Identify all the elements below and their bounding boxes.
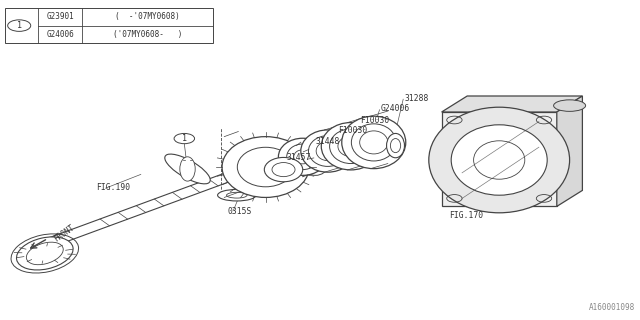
- Ellipse shape: [301, 130, 355, 172]
- Ellipse shape: [264, 157, 303, 182]
- Text: 1: 1: [182, 134, 187, 143]
- Ellipse shape: [17, 237, 73, 270]
- Text: FIG.190: FIG.190: [96, 183, 130, 192]
- Ellipse shape: [321, 123, 380, 170]
- Text: G23901: G23901: [46, 12, 74, 21]
- Ellipse shape: [218, 189, 256, 201]
- Ellipse shape: [222, 137, 309, 197]
- Text: 31288: 31288: [404, 94, 429, 103]
- Text: FRONT: FRONT: [52, 223, 77, 244]
- Text: 1: 1: [17, 21, 22, 30]
- Polygon shape: [442, 112, 557, 206]
- Ellipse shape: [180, 157, 195, 181]
- Text: A160001098: A160001098: [589, 303, 635, 312]
- Ellipse shape: [387, 133, 404, 158]
- Text: G24006: G24006: [381, 104, 410, 113]
- Circle shape: [8, 20, 31, 31]
- Ellipse shape: [278, 138, 327, 175]
- Polygon shape: [557, 96, 582, 206]
- Text: G24006: G24006: [46, 30, 74, 39]
- Text: 31448: 31448: [316, 137, 340, 146]
- Polygon shape: [442, 96, 582, 112]
- Text: FIG.170: FIG.170: [449, 212, 483, 220]
- Text: F10030: F10030: [338, 126, 367, 135]
- Ellipse shape: [451, 125, 547, 195]
- Text: F10030: F10030: [360, 116, 389, 124]
- Ellipse shape: [429, 107, 570, 213]
- Text: 0315S: 0315S: [227, 207, 252, 216]
- Ellipse shape: [304, 157, 327, 175]
- Text: (  -'07MY0608): ( -'07MY0608): [115, 12, 180, 21]
- Text: ('07MY0608-   ): ('07MY0608- ): [113, 30, 182, 39]
- Ellipse shape: [342, 116, 406, 169]
- Circle shape: [174, 133, 195, 144]
- Ellipse shape: [554, 100, 586, 111]
- Bar: [5, 8, 213, 43]
- Ellipse shape: [164, 154, 211, 184]
- Text: 31457: 31457: [286, 153, 310, 162]
